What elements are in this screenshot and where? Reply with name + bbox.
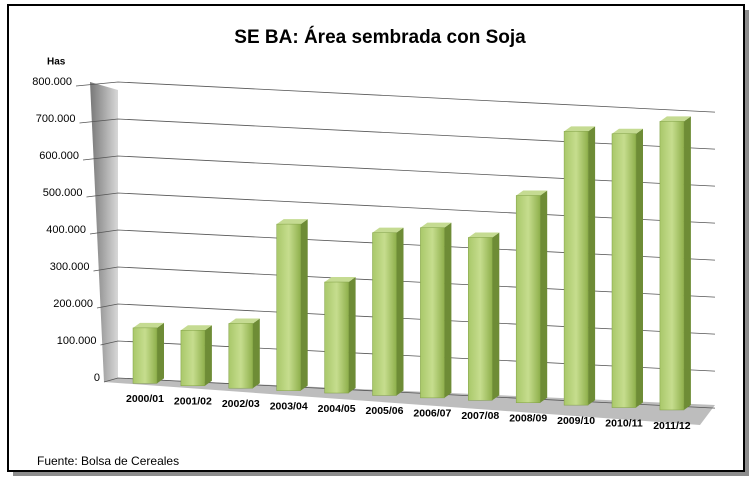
y-axis-label: Has xyxy=(47,57,66,68)
bar-top xyxy=(564,126,596,132)
chart-title: SE BA: Área sembrada con Soja xyxy=(234,26,526,48)
bar-top xyxy=(468,232,500,238)
annotation: Fuente: Bolsa de Cereales xyxy=(37,454,179,468)
bar xyxy=(468,237,493,401)
y-tick-label: 600.000 xyxy=(39,150,79,162)
bar xyxy=(563,131,589,406)
x-tick-label: 2002/03 xyxy=(222,398,260,410)
y-tick-label: 100.000 xyxy=(57,335,97,347)
floor xyxy=(104,378,715,425)
bar-top xyxy=(612,128,643,134)
bar-side xyxy=(396,227,404,396)
bar xyxy=(276,223,301,391)
bar-side xyxy=(636,128,643,408)
x-tick-label: 2004/05 xyxy=(318,403,356,415)
x-tick-label: 2003/04 xyxy=(270,400,308,412)
x-tick-label: 2008/09 xyxy=(509,412,547,424)
bar-side xyxy=(157,322,164,384)
bar xyxy=(659,121,685,411)
bar-side xyxy=(588,126,596,406)
x-tick-label: 2006/07 xyxy=(413,408,451,420)
bar xyxy=(132,327,158,384)
bar-top xyxy=(516,190,548,196)
bar xyxy=(324,281,349,394)
bar xyxy=(180,330,206,387)
y-tick-label: 400.000 xyxy=(46,224,86,236)
y-tick-label: 0 xyxy=(94,372,100,384)
bar-top xyxy=(659,116,691,122)
bar-top xyxy=(228,318,260,324)
y-tick-label: 200.000 xyxy=(53,298,93,310)
bar xyxy=(611,133,637,408)
x-tick-label: 2007/08 xyxy=(461,410,499,422)
bar-top xyxy=(372,227,404,233)
x-tick-label: 2000/01 xyxy=(126,393,164,405)
bar-side xyxy=(204,325,212,386)
bar-top xyxy=(324,277,356,283)
bar-side xyxy=(683,116,691,410)
y-tick-label: 300.000 xyxy=(50,261,90,273)
x-tick-label: 2009/10 xyxy=(557,415,595,427)
bar-top xyxy=(276,219,308,225)
bar-side xyxy=(444,222,452,398)
bar-side xyxy=(492,232,500,401)
grid-line xyxy=(75,81,716,113)
bar xyxy=(228,323,254,389)
bar-side xyxy=(540,190,548,403)
x-tick-label: 2010/11 xyxy=(605,417,643,429)
y-tick-label: 800.000 xyxy=(32,76,72,88)
y-tick-label: 700.000 xyxy=(36,113,76,125)
x-tick-label: 2011/12 xyxy=(653,420,691,432)
y-tick-label: 500.000 xyxy=(43,187,83,199)
bar-side xyxy=(348,277,356,394)
bar-side xyxy=(300,219,308,391)
bar xyxy=(372,232,397,396)
x-tick-label: 2001/02 xyxy=(174,396,212,408)
bar-top xyxy=(133,322,164,328)
grid-line xyxy=(79,118,716,150)
grid-line xyxy=(82,155,716,187)
bar xyxy=(420,227,445,399)
bar-side xyxy=(252,318,260,389)
bar-top xyxy=(180,325,212,331)
x-tick-label: 2005/06 xyxy=(366,405,404,417)
bar-top xyxy=(420,222,452,228)
bar xyxy=(515,195,541,403)
